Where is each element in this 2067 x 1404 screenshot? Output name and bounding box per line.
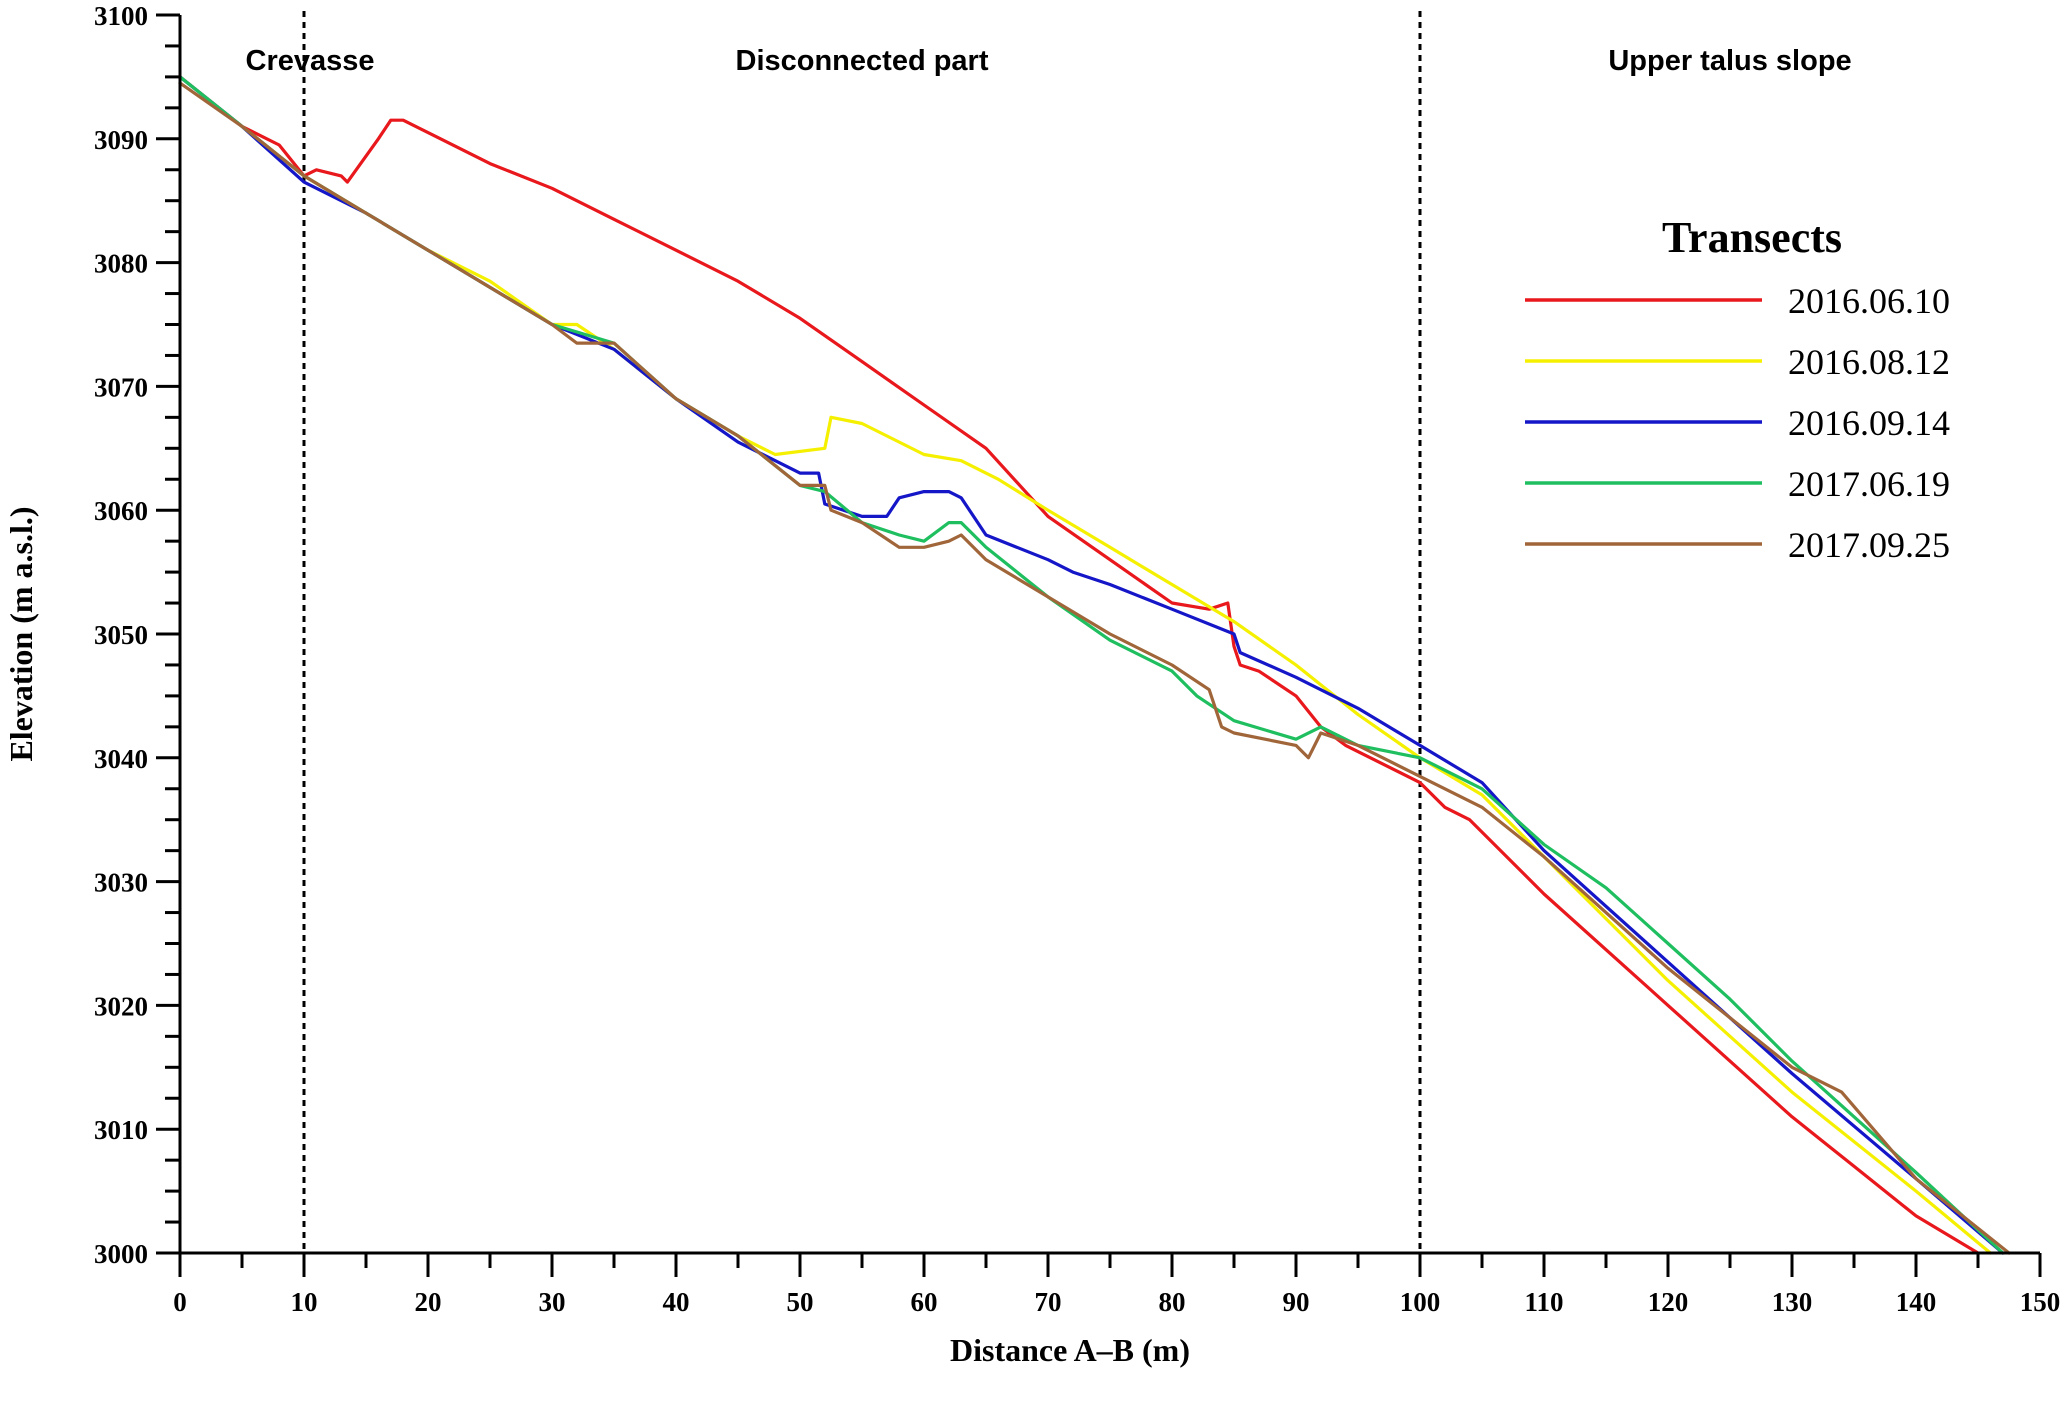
x-tick-label: 30: [539, 1287, 566, 1317]
x-tick-label: 140: [1896, 1287, 1937, 1317]
y-tick-label: 3030: [94, 868, 148, 898]
series-lines: [178, 75, 2011, 1255]
x-tick-label: 110: [1524, 1287, 1563, 1317]
y-tick-label: 3010: [94, 1115, 148, 1145]
x-tick-label: 70: [1035, 1287, 1062, 1317]
legend-label: 2016.06.10: [1788, 281, 1950, 321]
y-tick-label: 3070: [94, 372, 148, 402]
legend-items: 2016.06.10 2016.08.12 2016.09.14 2017.06.19…: [1525, 281, 1950, 565]
x-tick-label: 0: [173, 1287, 187, 1317]
zone-label-crevasse: Crevasse: [246, 45, 375, 77]
x-axis-title: Distance A–B (m): [950, 1332, 1190, 1368]
y-tick-label: 3000: [94, 1239, 148, 1269]
x-tick-label: 80: [1159, 1287, 1186, 1317]
y-tick-label: 3090: [94, 125, 148, 155]
x-tick-label: 40: [663, 1287, 690, 1317]
x-tick-label: 90: [1283, 1287, 1310, 1317]
x-tick-label: 130: [1772, 1287, 1813, 1317]
legend-title: Transects: [1662, 213, 1842, 262]
x-tick-label: 10: [291, 1287, 318, 1317]
series-line-2017.09.25: [178, 81, 2011, 1255]
legend-label: 2016.08.12: [1788, 342, 1950, 382]
y-tick-label: 3060: [94, 496, 148, 526]
x-tick-label: 50: [787, 1287, 814, 1317]
series-line-2016.08.12: [178, 75, 1993, 1255]
y-tick-label: 3040: [94, 744, 148, 774]
y-tick-label: 3050: [94, 620, 148, 650]
y-axis-title: Elevation (m a.s.l.): [3, 506, 39, 761]
legend-label: 2017.06.19: [1788, 464, 1950, 504]
zone-labels: Crevasse Disconnected part Upper talus s…: [246, 45, 1852, 77]
x-tick-label: 60: [911, 1287, 938, 1317]
x-tick-label: 120: [1648, 1287, 1689, 1317]
x-tick-label: 20: [415, 1287, 442, 1317]
ticks: 0 10 20 30 40 50 60 70 80 90 100 110 120 130 140 150300…: [94, 1, 2060, 1317]
y-tick-label: 3100: [94, 1, 148, 31]
zone-dividers: [302, 11, 1422, 1253]
series-line-2016.06.10: [178, 75, 1980, 1255]
legend-label: 2016.09.14: [1788, 403, 1950, 443]
zone-label-disconnected-part: Disconnected part: [736, 45, 989, 77]
y-tick-label: 3020: [94, 991, 148, 1021]
legend: Transects 2016.06.10 2016.08.12 2016.09.14…: [1525, 213, 1950, 565]
x-tick-label: 100: [1400, 1287, 1441, 1317]
y-tick-label: 3080: [94, 249, 148, 279]
legend-label: 2017.09.25: [1788, 525, 1950, 565]
x-tick-label: 150: [2020, 1287, 2061, 1317]
zone-label-upper-talus-slope: Upper talus slope: [1608, 45, 1851, 77]
